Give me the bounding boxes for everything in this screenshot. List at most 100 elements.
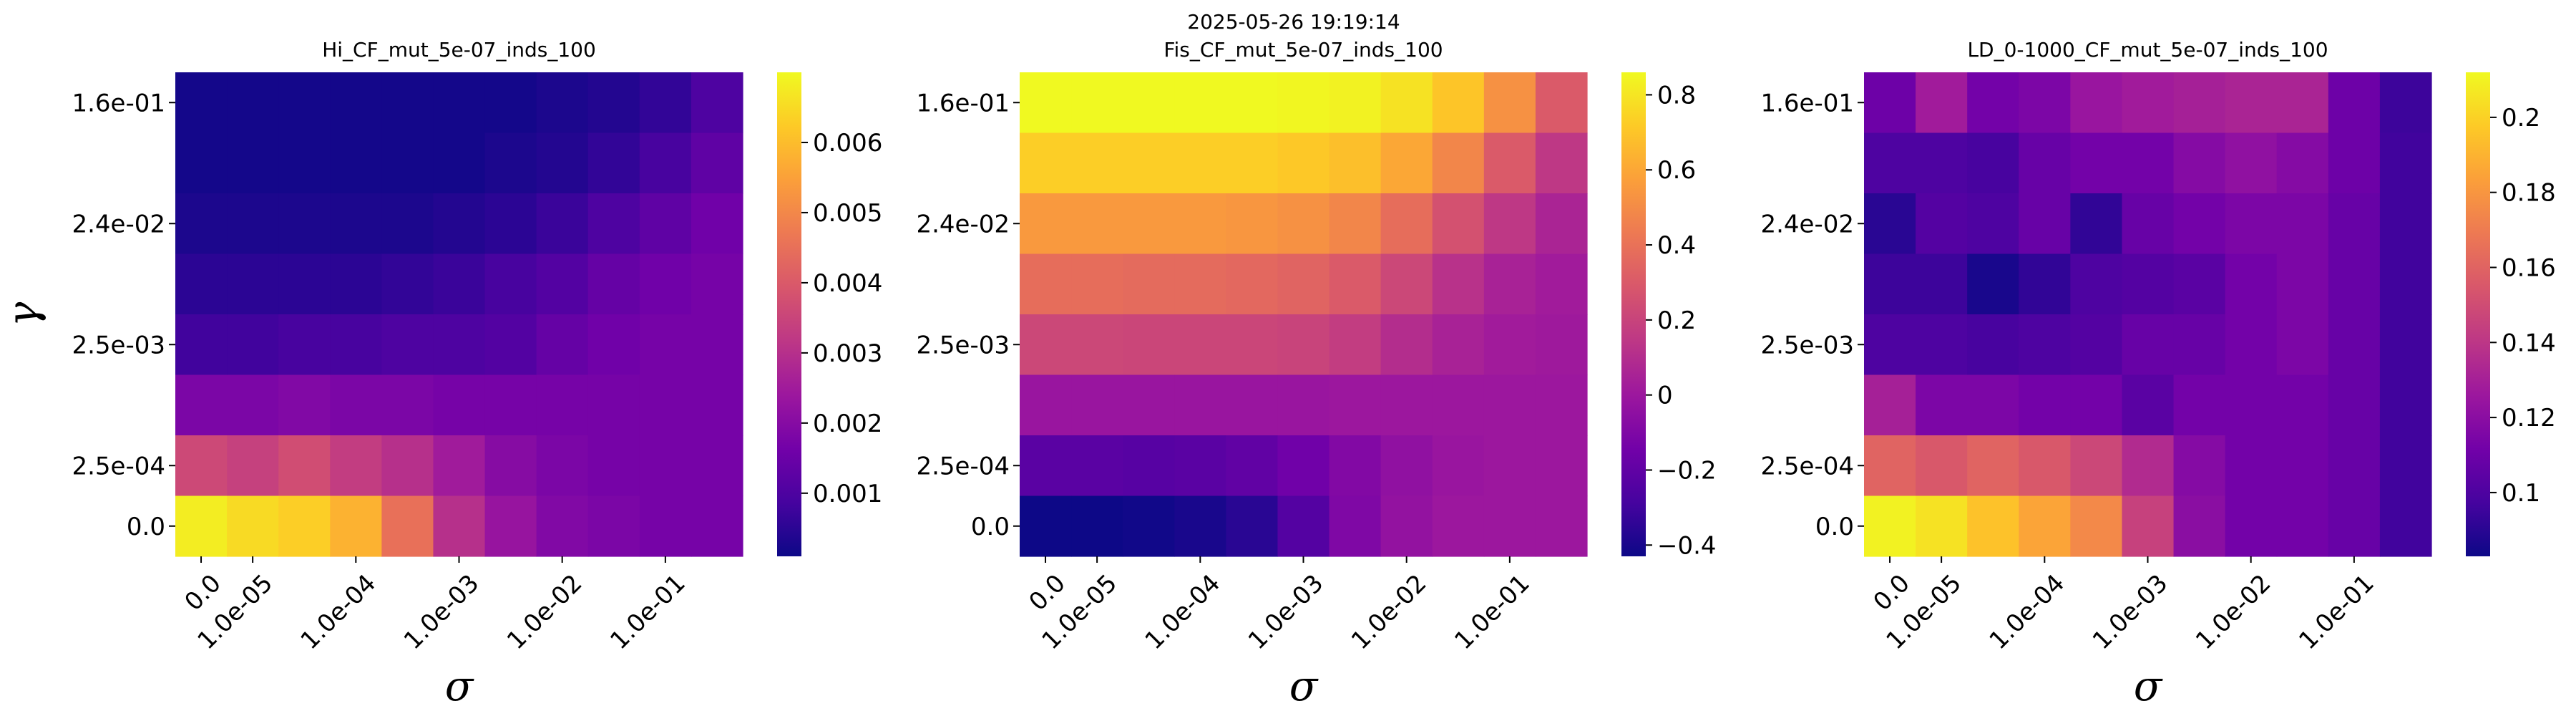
x-tick-label: 1.0e-02 xyxy=(502,569,588,656)
y-tick-label: 2.4e-02 xyxy=(916,210,1010,238)
heatmap-cell xyxy=(484,72,537,134)
heatmap-cell xyxy=(691,193,743,255)
heatmap-cell xyxy=(227,72,279,134)
heatmap-cell xyxy=(587,193,640,255)
heatmap-cell xyxy=(1483,72,1536,134)
heatmap-cell xyxy=(1535,253,1588,315)
colorbar-tick-label: −0.4 xyxy=(1657,531,1717,560)
colorbar-tick-label: 0.14 xyxy=(2502,329,2556,357)
heatmap-cell xyxy=(1329,72,1382,134)
heatmap-cell xyxy=(587,435,640,497)
heatmap-cell xyxy=(1535,72,1588,134)
heatmap-cell xyxy=(2070,495,2123,557)
heatmap-cell xyxy=(1432,314,1485,376)
heatmap-cell xyxy=(1071,253,1123,315)
y-tick-label: 2.4e-02 xyxy=(72,210,165,238)
heatmap-cell xyxy=(1123,72,1175,134)
heatmap-cell xyxy=(1020,314,1072,376)
heatmap-cell xyxy=(2225,72,2278,134)
y-tick-label: 0.0 xyxy=(971,513,1010,541)
heatmap-cell xyxy=(2276,314,2329,376)
heatmap-cell xyxy=(2019,495,2071,557)
panel-title: LD_0-1000_CF_mut_5e-07_inds_100 xyxy=(1967,38,2328,62)
heatmap-cell xyxy=(2328,253,2381,315)
heatmap-cell xyxy=(2019,193,2071,255)
heatmap-cell xyxy=(2173,374,2226,436)
heatmap-cell xyxy=(1277,374,1330,436)
heatmap-cell xyxy=(433,253,486,315)
heatmap-cell xyxy=(587,374,640,436)
colorbar-tick-label: 0.2 xyxy=(2502,104,2540,132)
colorbar-tick-label: 0.8 xyxy=(1657,81,1696,110)
heatmap-cell xyxy=(1174,132,1226,194)
heatmap-cell xyxy=(1432,374,1485,436)
heatmap-cell xyxy=(1432,495,1485,557)
heatmap-cell xyxy=(2173,193,2226,255)
heatmap-cell xyxy=(2122,72,2175,134)
heatmap-cell xyxy=(2173,435,2226,497)
heatmap-cell xyxy=(1071,314,1123,376)
heatmap-cell xyxy=(2276,132,2329,194)
heatmap-cell xyxy=(2225,193,2278,255)
heatmap-cell xyxy=(1071,435,1123,497)
x-tick-label: 1.0e-01 xyxy=(2293,569,2380,656)
heatmap-cell xyxy=(1380,193,1433,255)
heatmap-cell xyxy=(1123,374,1175,436)
heatmap-cell xyxy=(1864,193,1916,255)
heatmap-cell xyxy=(1967,193,2019,255)
heatmap-cell xyxy=(639,132,692,194)
heatmap-cell xyxy=(1226,72,1279,134)
x-axis-label: σ xyxy=(2134,662,2163,710)
y-tick-label: 2.5e-04 xyxy=(1760,452,1854,480)
heatmap-panel-3: LD_0-1000_CF_mut_5e-07_inds_100 1.6e-01 2.… xyxy=(1760,38,2555,710)
heatmap-cell xyxy=(1123,253,1175,315)
heatmap-cell xyxy=(330,132,382,194)
heatmap-cell xyxy=(2122,132,2175,194)
x-tick-label: 1.0e-02 xyxy=(2190,569,2277,656)
heatmap-cell xyxy=(1277,314,1330,376)
heatmap-cell xyxy=(1020,435,1072,497)
y-tick-label: 0.0 xyxy=(127,513,165,541)
heatmap-cell xyxy=(639,374,692,436)
heatmap-cell xyxy=(330,495,382,557)
heatmap-panels: Hi_CF_mut_5e-07_inds_100 1.6e-01 2.4e-02 2.… xyxy=(0,38,2556,710)
heatmap-cell xyxy=(2225,253,2278,315)
heatmap-cell xyxy=(2019,314,2071,376)
heatmap-cell xyxy=(1329,193,1382,255)
heatmap-cell xyxy=(1174,253,1226,315)
heatmap-cell xyxy=(1174,435,1226,497)
heatmap-cell xyxy=(381,314,434,376)
heatmap-cell xyxy=(1020,132,1072,194)
heatmap-cell xyxy=(1329,435,1382,497)
heatmap-cell xyxy=(1916,193,1968,255)
colorbar-tick-label: 0.2 xyxy=(1657,306,1696,335)
heatmap-cell xyxy=(2328,495,2381,557)
heatmap-cell xyxy=(1226,374,1279,436)
heatmap-cell xyxy=(1071,72,1123,134)
heatmap-cell xyxy=(1226,132,1279,194)
heatmap-cell xyxy=(2019,253,2071,315)
heatmap-cell xyxy=(1483,132,1536,194)
heatmap-cell xyxy=(1226,495,1279,557)
x-tick-label: 1.0e-03 xyxy=(1243,569,1330,656)
heatmap-cell xyxy=(2173,132,2226,194)
heatmap-cell xyxy=(2070,253,2123,315)
heatmap-cell xyxy=(175,495,228,557)
heatmap-cell xyxy=(1071,495,1123,557)
heatmap-cell xyxy=(2328,374,2381,436)
heatmap-cell xyxy=(278,374,331,436)
heatmap-cell xyxy=(587,314,640,376)
heatmap-cell xyxy=(1483,435,1536,497)
heatmap-cell xyxy=(1071,193,1123,255)
heatmap-cell xyxy=(536,374,589,436)
heatmap-cell xyxy=(1432,193,1485,255)
heatmap-cell xyxy=(2019,72,2071,134)
heatmap-cell xyxy=(2225,495,2278,557)
heatmap-cell xyxy=(2328,435,2381,497)
heatmap-cell xyxy=(639,314,692,376)
heatmap-cell xyxy=(1020,253,1072,315)
heatmap-cell xyxy=(536,253,589,315)
heatmap-cell xyxy=(691,495,743,557)
heatmap-cell xyxy=(639,72,692,134)
y-tick-label: 2.5e-04 xyxy=(72,452,165,480)
